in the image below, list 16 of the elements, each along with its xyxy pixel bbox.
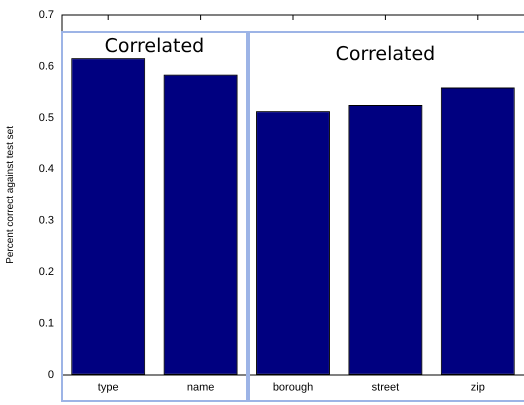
y-tick-label: 0.7 [38, 9, 54, 22]
x-tick-label: street [372, 381, 400, 394]
y-tick-label: 0.2 [38, 266, 54, 278]
y-tick-label: 0.3 [38, 214, 54, 227]
y-tick-label: 0 [48, 368, 54, 381]
x-tick-label: name [186, 381, 214, 394]
y-tick-label: 0.4 [38, 163, 54, 176]
x-tick-label: borough [272, 381, 314, 394]
x-tick-label: zip [470, 381, 485, 394]
y-tick-label: 0.5 [38, 112, 54, 124]
annotation: Correlated [336, 43, 436, 65]
y-axis-title: Percent correct against test set [4, 126, 16, 264]
y-tick-label: 0.6 [38, 60, 54, 72]
x-tick-label: type [98, 381, 119, 394]
annotation: Correlated [104, 35, 204, 57]
y-tick-label: 0.1 [38, 317, 54, 330]
